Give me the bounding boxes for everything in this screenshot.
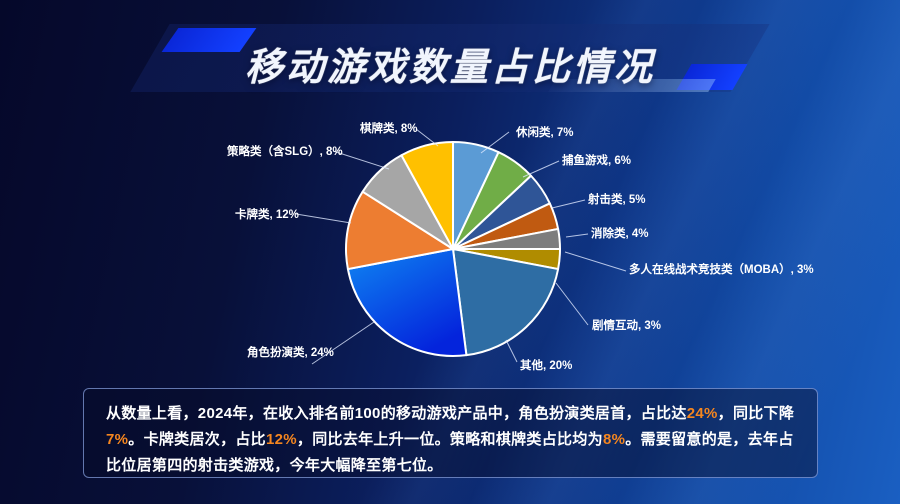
- leader-line-story-interactive: [555, 282, 589, 326]
- summary-segment: 从数量上看，2024年，在收入排名前100的移动游戏产品中，角色扮演类居首，占比…: [106, 405, 687, 422]
- pie-label-casual: 休闲类, 7%: [515, 125, 574, 139]
- leader-line-board-chess: [415, 128, 439, 147]
- leader-line-elimination: [565, 233, 589, 238]
- summary-segment-highlight: 12%: [265, 430, 297, 448]
- pie-label-shooter: 射击类, 5%: [587, 192, 646, 206]
- pie-label-board-chess: 棋牌类, 8%: [360, 121, 418, 135]
- leader-line-shooter: [551, 199, 586, 209]
- pie-slice-rpg: [346, 248, 468, 357]
- leader-line-casual: [480, 131, 510, 154]
- leader-lines-group: [295, 128, 627, 365]
- summary-segment-highlight: 7%: [106, 430, 129, 448]
- pie-label-fishing: 捕鱼游戏, 6%: [562, 153, 631, 167]
- pie-slice-board-chess: [400, 141, 454, 250]
- leader-line-fishing: [522, 160, 560, 178]
- page-title: 移动游戏数量占比情况: [244, 47, 655, 89]
- pie-label-rpg: 角色扮演类, 24%: [247, 345, 334, 359]
- pie-label-strategy-slg: 策略类（含SLG）, 8%: [226, 144, 343, 158]
- summary-box: 从数量上看，2024年，在收入排名前100的移动游戏产品中，角色扮演类居首，占比…: [83, 388, 818, 478]
- pie-labels-group: 休闲类, 7% 捕鱼游戏, 6% 射击类, 5% 消除类, 4% 多人在线战术竞…: [226, 121, 814, 372]
- pie-label-moba: 多人在线战术竞技类（MOBA）, 3%: [629, 262, 814, 276]
- pie-label-elimination: 消除类, 4%: [591, 226, 649, 240]
- pie-label-other: 其他, 20%: [520, 358, 572, 372]
- pie-slice-card: [345, 190, 454, 271]
- leader-line-strategy-slg: [332, 150, 390, 170]
- summary-segment: 。卡牌类居次，占比: [128, 430, 266, 448]
- pie-label-story-interactive: 剧情互动, 3%: [592, 318, 661, 332]
- leader-line-card: [295, 213, 352, 224]
- leader-line-other: [505, 339, 518, 363]
- leader-line-moba: [564, 251, 627, 272]
- leader-line-rpg: [311, 321, 375, 365]
- summary-segment: 。需要留意的是，去年占比位居第四的射击类游戏，今年大幅降至第七位。: [106, 430, 794, 474]
- summary-text: 从数量上看，2024年，在收入排名前100的移动游戏产品中，角色扮演类居首，占比…: [106, 401, 795, 478]
- pie-label-card: 卡牌类, 12%: [235, 207, 299, 221]
- pie-slice-other: [452, 248, 560, 357]
- pie-slices-group: [345, 141, 561, 357]
- summary-segment: ，同比去年上升一位。策略和棋牌类占比均为: [296, 430, 603, 448]
- summary-segment-highlight: 24%: [686, 405, 718, 422]
- summary-segment: ，同比下降: [717, 405, 795, 422]
- summary-segment-highlight: 8%: [602, 430, 626, 448]
